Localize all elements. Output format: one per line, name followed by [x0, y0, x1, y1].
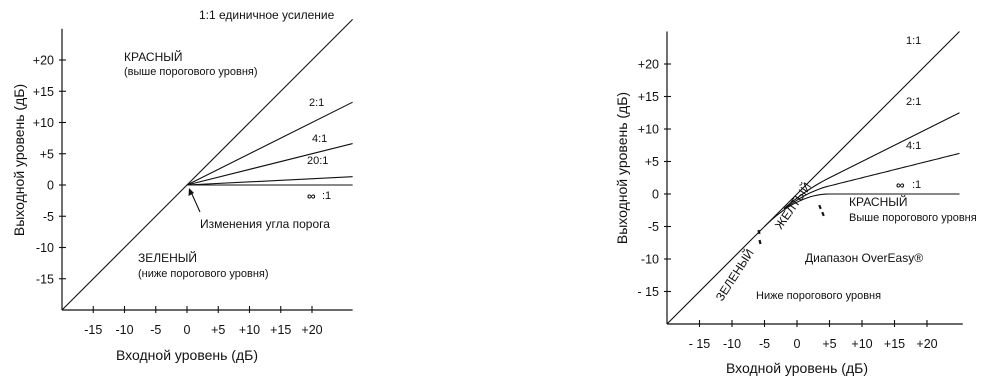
region-green-sub: (ниже порогового уровня) [138, 268, 269, 280]
y-tick-label: +10 [33, 116, 54, 130]
y-tick-label: +5 [645, 155, 659, 169]
series-label-inf-1: :1 [322, 190, 331, 202]
series-label-inf-1: :1 [912, 179, 921, 191]
knee-marker [757, 229, 761, 235]
knee-marker [821, 211, 825, 217]
x-tick-label: -5 [150, 323, 161, 337]
x-tick-label: +10 [851, 337, 872, 351]
region-yellow-label: ЖЕЛТЫЙ [771, 179, 814, 231]
y-tick-label: -10 [36, 241, 54, 255]
overeasy-range-label: Диапазон OverEasy® [805, 251, 923, 265]
y-axis-title: Выходной уровень (дБ) [614, 92, 630, 244]
series-curve-1 [764, 193, 960, 227]
y-tick-label: +20 [638, 58, 659, 72]
x-tick-label: +10 [239, 323, 260, 337]
series-label-4-1: 4:1 [312, 133, 327, 145]
y-tick-label: +15 [33, 85, 54, 99]
knee-label: Изменения угла порога [200, 217, 330, 231]
series-line-1-1 [61, 18, 354, 311]
y-tick-label: -5 [43, 210, 54, 224]
x-tick-label: -15 [84, 323, 102, 337]
knee-marker [818, 204, 822, 210]
y-tick-label: +15 [638, 90, 659, 104]
infinity-symbol: ∞ [307, 189, 316, 203]
x-tick-label: +20 [916, 337, 937, 351]
chart-overeasy: +20 +15 +10 +5 0 -5 -10 - 15 - 15 -10 -5 0 +5 +10 +15 +… [614, 31, 977, 376]
x-tick-label: +5 [211, 323, 225, 337]
region-green-label: ЗЕЛЕНЫЙ [712, 246, 757, 304]
series-label-2-1: 2:1 [906, 96, 921, 108]
series-curve-1-1 [666, 31, 960, 325]
region-green-label: ЗЕЛЕНЫЙ [138, 250, 197, 265]
knee-marker [758, 239, 762, 245]
series-line-4-1 [186, 143, 353, 186]
series-line-20-1 [186, 176, 353, 186]
x-axis-title: Входной уровень (дБ) [116, 347, 258, 363]
series-label-2-1: 2:1 [309, 97, 324, 109]
x-tick-label: +15 [884, 337, 905, 351]
knee-arrow [190, 191, 201, 213]
y-axis-title: Выходной уровень (дБ) [11, 84, 27, 236]
y-tick-label: -15 [36, 272, 54, 286]
series-curve-4-1 [783, 152, 960, 210]
region-red-sub: Выше порогового уровня [849, 212, 977, 224]
y-tick-label: - 15 [637, 285, 659, 299]
below-threshold-label: Ниже порогового уровня [756, 290, 881, 302]
x-tick-label: 0 [794, 337, 801, 351]
series-line-2-1 [186, 101, 353, 186]
x-axis-title: Входной уровень (дБ) [726, 360, 868, 376]
y-tick-label: -10 [641, 253, 659, 267]
series-label-1-1: 1:1 [906, 35, 921, 47]
y-tick-label: +20 [33, 54, 54, 68]
x-tick-label: 0 [184, 323, 191, 337]
region-red-label: КРАСНЫЙ [849, 194, 908, 209]
infinity-symbol: ∞ [896, 178, 905, 192]
series-label-1-1: 1:1 единичное усиление [199, 8, 335, 22]
x-tick-label: - 15 [689, 337, 711, 351]
x-tick-label: -10 [115, 323, 133, 337]
x-tick-label: +5 [822, 337, 836, 351]
y-tick-label: 0 [652, 188, 659, 202]
region-red-label: КРАСНЫЙ [124, 49, 183, 64]
y-tick-label: 0 [47, 179, 54, 193]
region-red-sub: (выше порогового уровня) [124, 66, 258, 78]
y-tick-label: +10 [638, 123, 659, 137]
y-tick-label: +5 [40, 147, 54, 161]
x-tick-label: -10 [723, 337, 741, 351]
series-label-20-1: 20:1 [307, 155, 328, 167]
x-tick-label: +20 [301, 323, 322, 337]
series-curve-2-1 [783, 112, 960, 209]
x-tick-label: -5 [759, 337, 770, 351]
knee-arrowhead [188, 188, 194, 196]
x-tick-label: +15 [270, 323, 291, 337]
chart-hard-knee: +20 +15 +10 +5 0 -5 -10 -15 -15 -10 -5 0 +5 +10 +15 +20… [11, 8, 354, 363]
series-label-4-1: 4:1 [906, 140, 921, 152]
y-tick-label: -5 [648, 220, 659, 234]
